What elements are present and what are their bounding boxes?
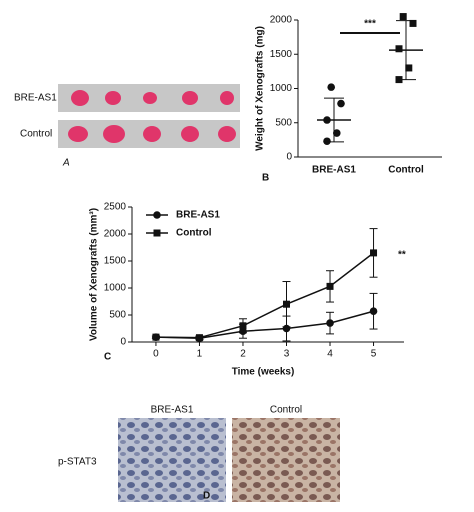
- point: [369, 307, 378, 316]
- point: [333, 129, 341, 137]
- legend-marker: [153, 211, 161, 219]
- y-tick-label: 2000: [104, 229, 127, 240]
- y-tick-label: 0: [286, 152, 292, 163]
- x-tick-label: 4: [327, 349, 333, 360]
- point: [399, 13, 407, 21]
- point: [395, 45, 403, 53]
- column-label: Control: [270, 405, 302, 416]
- point: [195, 334, 203, 342]
- x-tick-label: Control: [388, 165, 424, 176]
- significance: **: [398, 250, 406, 261]
- y-axis-label: Weight of Xenografts (mg): [255, 26, 266, 151]
- series-line: [155, 252, 374, 339]
- point: [152, 333, 160, 341]
- panel-letter: D: [203, 491, 210, 502]
- point: [326, 319, 334, 327]
- y-tick-label: 1500: [270, 49, 293, 60]
- point: [326, 282, 334, 290]
- y-tick-label: 1000: [270, 83, 293, 94]
- y-tick-label: 2000: [270, 15, 293, 26]
- y-tick-label: 2500: [104, 202, 127, 213]
- point: [337, 99, 345, 108]
- legend-marker: [153, 229, 161, 237]
- x-tick-label: 3: [284, 349, 290, 360]
- point: [370, 249, 378, 257]
- ihc-image: [232, 418, 340, 502]
- y-tick-label: 500: [109, 310, 126, 321]
- y-tick-label: 0: [120, 337, 126, 348]
- column-label: BRE-AS1: [151, 405, 194, 416]
- panel-letter: C: [104, 352, 111, 363]
- y-axis-label: Volume of Xenografts (mm³): [89, 208, 100, 341]
- ihc-image: [118, 418, 226, 502]
- row-label: BRE-AS1: [14, 93, 57, 104]
- point: [327, 83, 336, 91]
- legend-label: Control: [176, 228, 212, 239]
- point: [405, 64, 413, 72]
- x-tick-label: BRE-AS1: [312, 165, 356, 176]
- point: [409, 19, 417, 27]
- x-tick-label: 1: [197, 349, 203, 360]
- point: [239, 322, 247, 330]
- point: [323, 137, 331, 146]
- panel-letter: B: [262, 173, 269, 184]
- panel-letter: A: [62, 158, 70, 169]
- y-tick-label: 500: [275, 117, 292, 128]
- row-label: Control: [20, 129, 52, 140]
- y-tick-label: 1500: [104, 256, 127, 267]
- tumor-photo: [58, 84, 240, 148]
- row-label: p-STAT3: [58, 457, 97, 468]
- legend-label: BRE-AS1: [176, 210, 220, 221]
- x-axis-label: Time (weeks): [232, 367, 295, 378]
- significance: ***: [364, 19, 376, 30]
- x-tick-label: 5: [371, 349, 377, 360]
- y-tick-label: 1000: [104, 283, 127, 294]
- x-tick-label: 0: [153, 349, 159, 360]
- x-tick-label: 2: [240, 349, 246, 360]
- point: [282, 300, 290, 308]
